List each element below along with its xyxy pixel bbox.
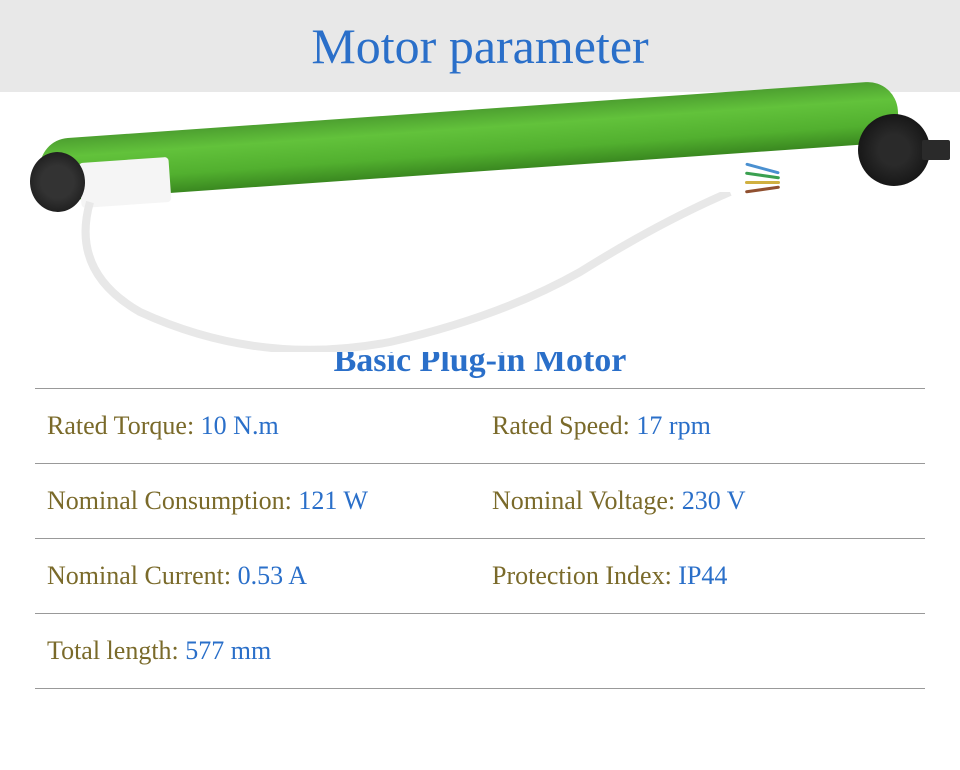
spec-value: 17 rpm (636, 411, 710, 440)
motor-end-cap-right (858, 114, 930, 186)
wire-brown (745, 186, 780, 194)
spec-cell: Protection Index: IP44 (480, 561, 925, 591)
motor-shaft (922, 140, 950, 160)
spec-cell: Nominal Current: 0.53 A (35, 561, 480, 591)
spec-cell: Nominal Consumption: 121 W (35, 486, 480, 516)
spec-cell: Nominal Voltage: 230 V (480, 486, 925, 516)
spec-label: Rated Torque: (47, 411, 201, 440)
spec-value: 121 W (298, 486, 368, 515)
motor-product-image (0, 92, 960, 352)
spec-row: Rated Torque: 10 N.m Rated Speed: 17 rpm (35, 388, 925, 463)
spec-value: 0.53 A (238, 561, 307, 590)
spec-cell: Rated Speed: 17 rpm (480, 411, 925, 441)
page-title: Motor parameter (311, 17, 648, 75)
specs-table: Rated Torque: 10 N.m Rated Speed: 17 rpm… (35, 388, 925, 689)
spec-row: Nominal Consumption: 121 W Nominal Volta… (35, 463, 925, 538)
spec-row: Nominal Current: 0.53 A Protection Index… (35, 538, 925, 613)
spec-label: Rated Speed: (492, 411, 636, 440)
spec-cell: Rated Torque: 10 N.m (35, 411, 480, 441)
header-bar: Motor parameter (0, 0, 960, 92)
wire-yellow (745, 181, 780, 184)
spec-value: 10 N.m (201, 411, 279, 440)
spec-label: Total length: (47, 636, 185, 665)
spec-label: Nominal Voltage: (492, 486, 682, 515)
spec-cell: Total length: 577 mm (35, 636, 480, 666)
spec-value: IP44 (678, 561, 727, 590)
spec-row: Total length: 577 mm (35, 613, 925, 689)
spec-label: Protection Index: (492, 561, 678, 590)
motor-cable (80, 192, 800, 352)
spec-value: 577 mm (185, 636, 271, 665)
spec-value: 230 V (682, 486, 746, 515)
spec-label: Nominal Consumption: (47, 486, 298, 515)
cable-wire-ends (745, 167, 785, 197)
spec-label: Nominal Current: (47, 561, 238, 590)
spec-cell (480, 636, 925, 666)
